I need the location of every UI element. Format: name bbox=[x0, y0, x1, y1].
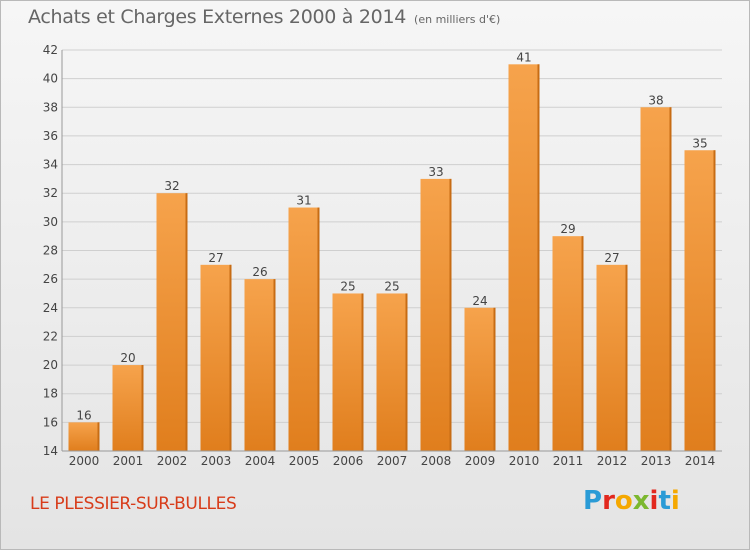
y-tick-label: 14 bbox=[43, 444, 58, 458]
bar bbox=[596, 264, 628, 451]
x-tick-label: 2002 bbox=[157, 454, 188, 468]
bar bbox=[244, 279, 276, 451]
x-tick-label: 2004 bbox=[245, 454, 276, 468]
logo-letter: t bbox=[658, 486, 671, 516]
x-tick-label: 2012 bbox=[597, 454, 628, 468]
data-label: 25 bbox=[340, 279, 355, 293]
labels: 14 16 18 20 22 24 26 28 30 32 34 36 38 40 42 16 2000 20 20… bbox=[43, 43, 716, 468]
logo-letter: P bbox=[583, 486, 603, 516]
bar-shade bbox=[361, 293, 364, 451]
data-label: 16 bbox=[76, 408, 91, 422]
y-tick-label: 30 bbox=[43, 215, 58, 229]
bar bbox=[376, 293, 408, 451]
x-tick-label: 2011 bbox=[553, 454, 584, 468]
data-label: 38 bbox=[648, 93, 663, 107]
x-tick-label: 2014 bbox=[685, 454, 716, 468]
data-label: 41 bbox=[516, 50, 531, 64]
y-tick-label: 40 bbox=[43, 72, 58, 86]
data-label: 31 bbox=[296, 194, 311, 208]
data-label: 29 bbox=[560, 222, 575, 236]
x-tick-label: 2007 bbox=[377, 454, 408, 468]
y-tick-label: 34 bbox=[43, 158, 58, 172]
data-label: 35 bbox=[692, 136, 707, 150]
bar-shade bbox=[449, 178, 452, 451]
bar bbox=[156, 193, 188, 451]
bar-shade bbox=[273, 279, 276, 451]
x-tick-label: 2005 bbox=[289, 454, 320, 468]
bar bbox=[332, 293, 364, 451]
y-tick-label: 38 bbox=[43, 100, 58, 114]
data-label: 25 bbox=[384, 279, 399, 293]
logo-letter: i bbox=[649, 486, 659, 516]
bars bbox=[68, 64, 716, 452]
bar bbox=[200, 264, 232, 451]
data-label: 24 bbox=[472, 294, 487, 308]
data-label: 26 bbox=[252, 265, 267, 279]
x-tick-label: 2001 bbox=[113, 454, 144, 468]
y-tick-label: 26 bbox=[43, 272, 58, 286]
bar-shade bbox=[317, 207, 320, 451]
y-tick-label: 36 bbox=[43, 129, 58, 143]
bar-shade bbox=[625, 264, 628, 451]
bar-shade bbox=[185, 193, 188, 451]
y-tick-label: 20 bbox=[43, 358, 58, 372]
axes bbox=[61, 50, 722, 452]
y-tick-label: 16 bbox=[43, 415, 58, 429]
y-tick-label: 28 bbox=[43, 244, 58, 258]
bar bbox=[68, 422, 100, 451]
bar-shade bbox=[713, 150, 716, 451]
bar bbox=[420, 178, 452, 451]
x-tick-label: 2010 bbox=[509, 454, 540, 468]
bar bbox=[640, 107, 672, 452]
chart-title-main: Achats et Charges Externes 2000 à 2014 bbox=[28, 6, 407, 28]
x-tick-label: 2003 bbox=[201, 454, 232, 468]
chart-title-unit: (en milliers d'€) bbox=[414, 13, 501, 26]
x-tick-label: 2006 bbox=[333, 454, 364, 468]
commune-name: LE PLESSIER-SUR-BULLES bbox=[30, 494, 237, 514]
bar-shade bbox=[229, 264, 232, 451]
logo-letter: r bbox=[602, 486, 615, 516]
bar-shade bbox=[141, 365, 144, 451]
proxiti-logo: Proxiti bbox=[583, 486, 680, 516]
y-tick-label: 22 bbox=[43, 329, 58, 343]
data-label: 32 bbox=[164, 179, 179, 193]
x-tick-label: 2000 bbox=[69, 454, 100, 468]
bar-shade bbox=[537, 64, 540, 452]
x-tick-label: 2013 bbox=[641, 454, 672, 468]
logo-letter: o bbox=[614, 486, 633, 516]
x-tick-label: 2008 bbox=[421, 454, 452, 468]
bar bbox=[508, 64, 540, 452]
logo-letter: x bbox=[632, 486, 650, 516]
bar-shade bbox=[405, 293, 408, 451]
bar-shade bbox=[581, 236, 584, 451]
y-tick-label: 42 bbox=[43, 43, 58, 57]
chart-title: Achats et Charges Externes 2000 à 2014 (e… bbox=[28, 6, 500, 28]
data-label: 20 bbox=[120, 351, 135, 365]
bar bbox=[112, 365, 144, 451]
bar-shade bbox=[669, 107, 672, 452]
y-tick-label: 24 bbox=[43, 301, 58, 315]
bar-shade bbox=[493, 307, 496, 451]
bar bbox=[684, 150, 716, 451]
y-tick-label: 18 bbox=[43, 387, 58, 401]
logo-letter: i bbox=[670, 486, 680, 516]
bar bbox=[288, 207, 320, 451]
y-tick-label: 32 bbox=[43, 186, 58, 200]
data-label: 27 bbox=[604, 251, 619, 265]
bar bbox=[552, 236, 584, 451]
data-label: 33 bbox=[428, 165, 443, 179]
bar bbox=[464, 307, 496, 451]
bar-shade bbox=[97, 422, 100, 451]
x-tick-label: 2009 bbox=[465, 454, 496, 468]
data-label: 27 bbox=[208, 251, 223, 265]
